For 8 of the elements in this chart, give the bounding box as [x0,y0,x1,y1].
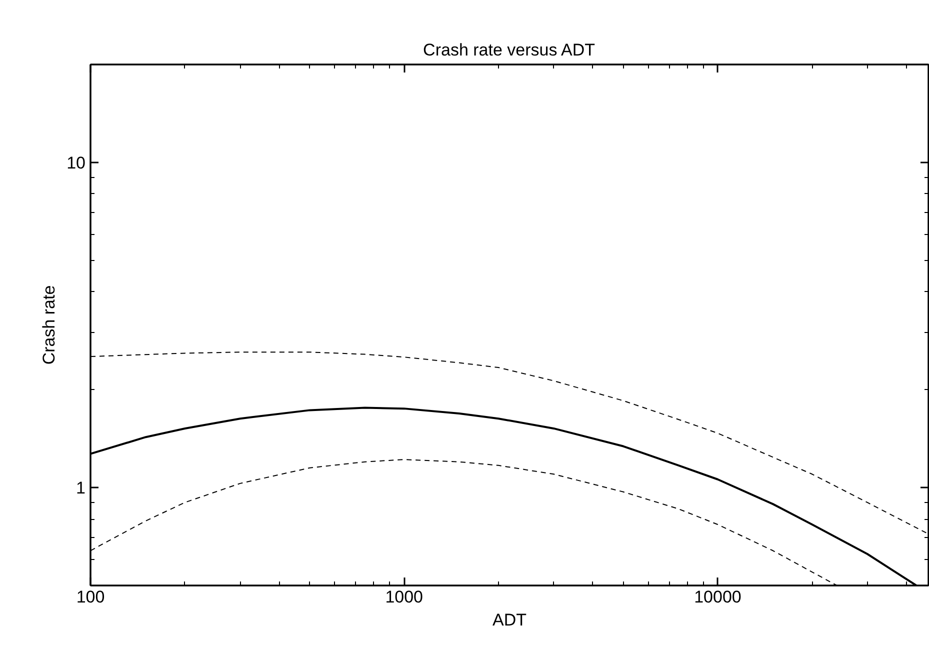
x-tick-label: 100 [76,588,105,606]
x-axis-title: ADT [492,610,526,630]
x-tick-label: 1000 [385,588,424,606]
x-tick-label: 10000 [694,588,742,606]
chart-title: Crash rate versus ADT [423,40,596,60]
y-axis-title: Crash rate [40,285,59,365]
y-tick-label: 1 [76,478,86,498]
y-tick-label: 10 [66,153,86,172]
